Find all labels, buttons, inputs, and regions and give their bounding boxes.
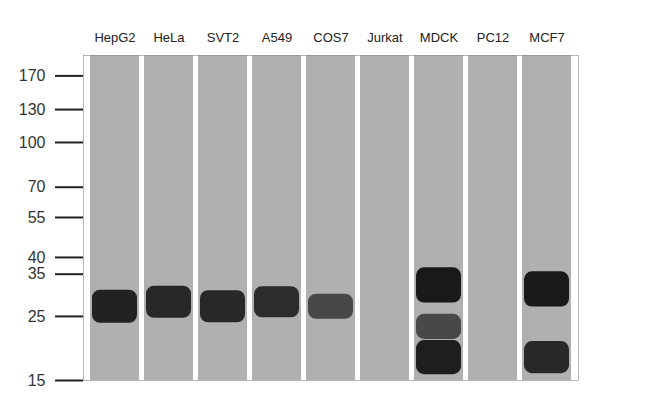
svg-text:35: 35 (28, 265, 46, 282)
svg-text:25: 25 (28, 308, 46, 325)
svg-text:15: 15 (28, 372, 46, 389)
svg-text:HeLa: HeLa (153, 30, 185, 45)
svg-text:HepG2: HepG2 (94, 30, 135, 45)
svg-text:COS7: COS7 (313, 30, 348, 45)
svg-text:170: 170 (19, 67, 46, 84)
svg-text:PC12: PC12 (477, 30, 510, 45)
svg-text:Jurkat: Jurkat (367, 30, 403, 45)
svg-text:40: 40 (28, 249, 46, 266)
svg-text:MDCK: MDCK (420, 30, 459, 45)
svg-text:MCF7: MCF7 (529, 30, 564, 45)
svg-text:70: 70 (28, 178, 46, 195)
svg-text:130: 130 (19, 101, 46, 118)
svg-text:100: 100 (19, 134, 46, 151)
svg-text:55: 55 (28, 209, 46, 226)
svg-text:SVT2: SVT2 (207, 30, 240, 45)
svg-text:A549: A549 (262, 30, 292, 45)
